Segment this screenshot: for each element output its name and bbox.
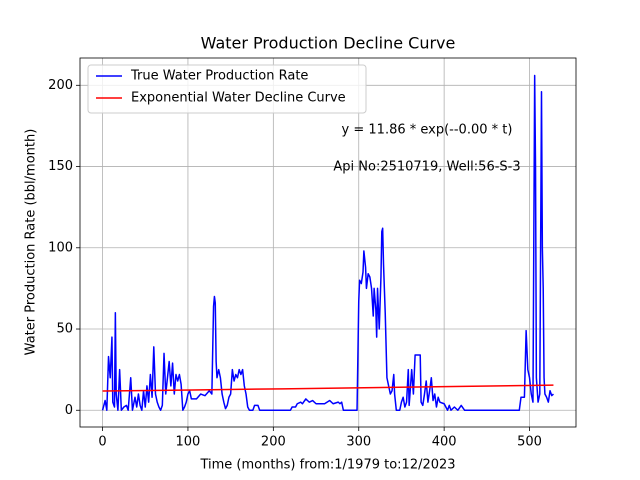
x-tick-label: 400 [432, 435, 457, 450]
well-annotation: Api No:2510719, Well:56-S-3 [333, 160, 520, 175]
y-tick-label: 100 [48, 240, 73, 255]
y-tick-label: 200 [48, 78, 73, 93]
series-line [102, 384, 554, 392]
legend-label: True Water Production Rate [130, 69, 308, 84]
axes-frame [79, 57, 577, 428]
legend-label: Exponential Water Decline Curve [131, 91, 346, 106]
legend-box [87, 64, 367, 114]
y-axis-label: Water Production Rate (bbl/month) [24, 129, 39, 356]
y-tick-label: 0 [65, 403, 73, 418]
x-tick-label: 200 [261, 435, 286, 450]
x-tick-label: 500 [517, 435, 542, 450]
x-tick-label: 300 [346, 435, 371, 450]
series-line [101, 74, 554, 412]
x-tick-label: 0 [98, 435, 106, 450]
y-tick-label: 50 [56, 322, 73, 337]
equation-annotation: y = 11.86 * exp(--0.00 * t) [342, 123, 513, 138]
legend: True Water Production Rate Exponential Wa… [87, 64, 367, 114]
x-axis-label: Time (months) from:1/1979 to:12/2023 [199, 458, 455, 473]
chart-title: Water Production Decline Curve [201, 34, 456, 53]
y-tick-label: 150 [48, 159, 73, 174]
plot-area [101, 74, 554, 412]
x-tick-label: 100 [176, 435, 201, 450]
